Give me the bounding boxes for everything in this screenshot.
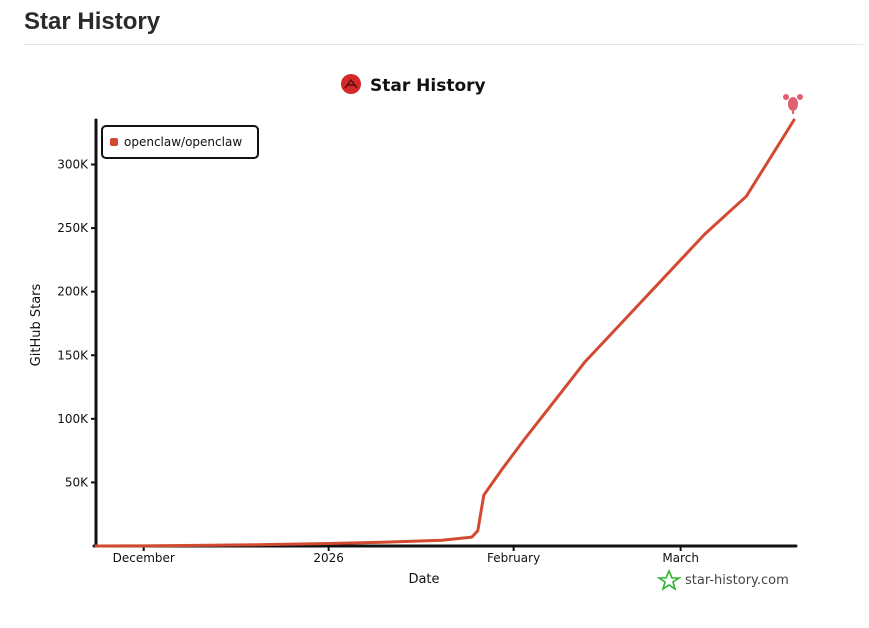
legend-label: openclaw/openclaw bbox=[124, 135, 242, 149]
lobster-icon bbox=[783, 94, 803, 114]
page-header: Star History bbox=[24, 8, 863, 45]
legend-box bbox=[101, 125, 259, 159]
logo-mark bbox=[344, 79, 358, 89]
y-tick-label: 50K bbox=[65, 475, 89, 489]
x-tick-label: February bbox=[487, 551, 540, 565]
watermark-text: star-history.com bbox=[685, 573, 789, 588]
x-tick-label: 2026 bbox=[313, 551, 344, 565]
y-tick-label: 300K bbox=[57, 158, 89, 172]
legend-swatch bbox=[110, 138, 118, 146]
x-axis-label: Date bbox=[408, 572, 439, 587]
watermark: star-history.com bbox=[656, 568, 789, 591]
star-history-logo-icon bbox=[341, 74, 361, 94]
x-tick-label: March bbox=[662, 551, 699, 565]
x-tick-label: December bbox=[113, 551, 175, 565]
y-tick-label: 200K bbox=[57, 285, 89, 299]
y-tick-label: 250K bbox=[57, 221, 89, 235]
series-line-openclaw bbox=[94, 118, 796, 548]
y-tick-label: 100K bbox=[57, 412, 89, 426]
y-tick-label: 150K bbox=[57, 348, 89, 362]
y-tick-group: 50K 100K 150K 200K 250K 300K bbox=[57, 158, 96, 489]
page-title: Star History bbox=[24, 8, 161, 35]
chart-title: Star History bbox=[370, 76, 486, 96]
chart-title-group: Star History bbox=[341, 74, 486, 96]
y-axis-label: GitHub Stars bbox=[29, 283, 44, 366]
star-outline-icon bbox=[656, 568, 682, 591]
legend: openclaw/openclaw bbox=[101, 125, 259, 159]
x-tick-group: December 2026 February March bbox=[113, 546, 699, 565]
